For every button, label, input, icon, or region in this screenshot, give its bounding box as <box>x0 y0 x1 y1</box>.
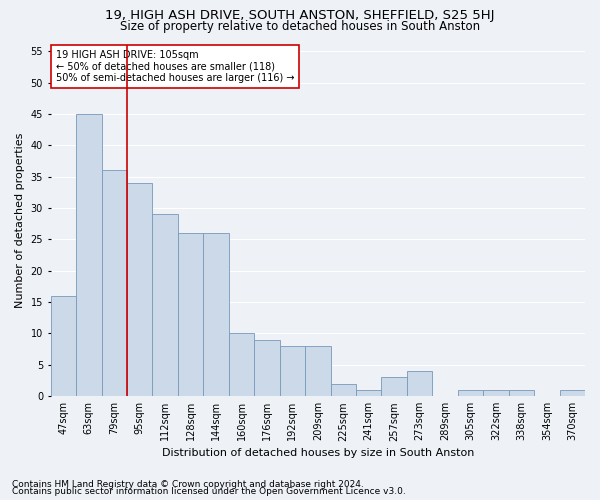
Bar <box>382 378 407 396</box>
Bar <box>560 390 585 396</box>
Bar <box>152 214 178 396</box>
Bar <box>305 346 331 396</box>
Text: 19, HIGH ASH DRIVE, SOUTH ANSTON, SHEFFIELD, S25 5HJ: 19, HIGH ASH DRIVE, SOUTH ANSTON, SHEFFI… <box>105 9 495 22</box>
Bar <box>178 233 203 396</box>
Bar <box>76 114 101 396</box>
Bar <box>254 340 280 396</box>
Bar <box>331 384 356 396</box>
Bar <box>458 390 483 396</box>
Text: Size of property relative to detached houses in South Anston: Size of property relative to detached ho… <box>120 20 480 33</box>
Bar <box>356 390 382 396</box>
Bar <box>509 390 534 396</box>
Text: Contains HM Land Registry data © Crown copyright and database right 2024.: Contains HM Land Registry data © Crown c… <box>12 480 364 489</box>
Bar <box>280 346 305 396</box>
Bar <box>50 296 76 396</box>
Text: 19 HIGH ASH DRIVE: 105sqm
← 50% of detached houses are smaller (118)
50% of semi: 19 HIGH ASH DRIVE: 105sqm ← 50% of detac… <box>56 50 295 84</box>
X-axis label: Distribution of detached houses by size in South Anston: Distribution of detached houses by size … <box>161 448 474 458</box>
Bar <box>483 390 509 396</box>
Bar <box>203 233 229 396</box>
Text: Contains public sector information licensed under the Open Government Licence v3: Contains public sector information licen… <box>12 487 406 496</box>
Bar <box>101 170 127 396</box>
Bar <box>229 334 254 396</box>
Bar <box>407 371 433 396</box>
Y-axis label: Number of detached properties: Number of detached properties <box>15 133 25 308</box>
Bar <box>127 183 152 396</box>
